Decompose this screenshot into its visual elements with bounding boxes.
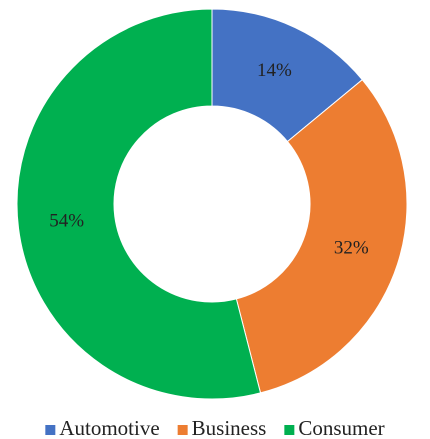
- data-label: 14%: [257, 60, 292, 81]
- legend-swatch: [177, 425, 188, 435]
- legend-label: Consumer: [298, 416, 384, 439]
- legend-label: Business: [192, 416, 267, 439]
- donut-segment: [235, 78, 408, 394]
- data-label: 32%: [334, 238, 369, 259]
- donut-segment: [16, 8, 262, 400]
- legend-label: Automotive: [59, 416, 159, 439]
- legend-swatch: [284, 425, 295, 435]
- legend: Automotive Business Consumer: [45, 416, 385, 439]
- legend-swatch: [45, 425, 56, 435]
- data-label: 54%: [49, 211, 84, 232]
